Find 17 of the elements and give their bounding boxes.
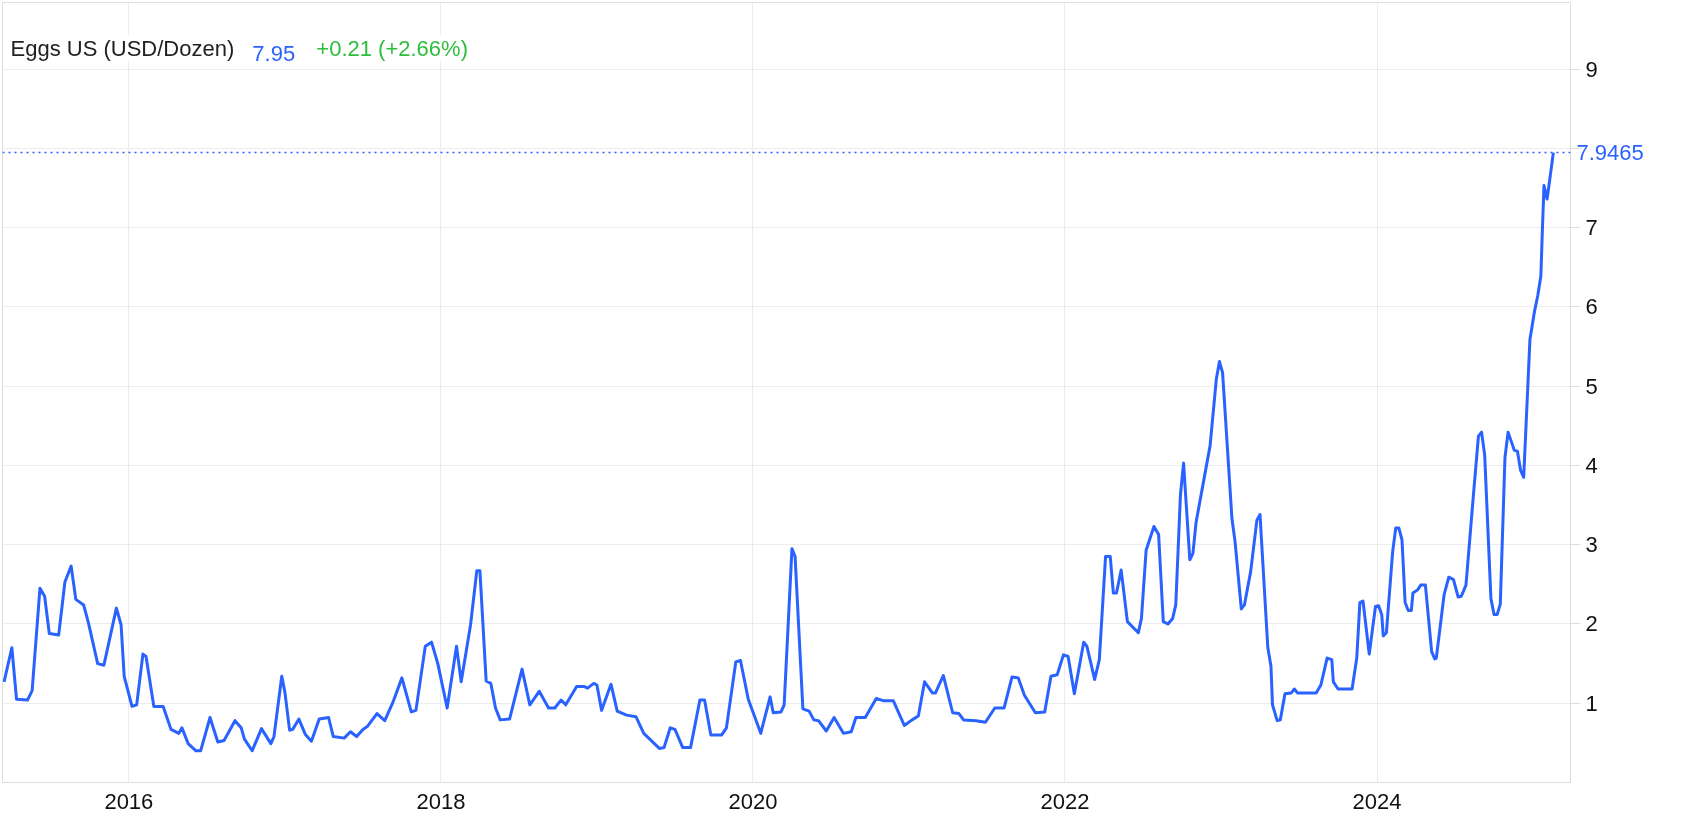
- y-tick-label: 4: [1585, 452, 1598, 478]
- ref-line-label: 7.9465: [1576, 140, 1644, 166]
- y-tick-label: 6: [1585, 294, 1598, 320]
- x-tick-label: 2022: [1040, 788, 1090, 814]
- y-tick-label: 9: [1585, 56, 1598, 82]
- x-tick-label: 2018: [416, 788, 466, 814]
- x-tick-label: 2024: [1352, 788, 1402, 814]
- y-tick-label: 2: [1585, 611, 1598, 637]
- x-tick-label: 2020: [728, 788, 778, 814]
- annotation: 7.95: [252, 40, 296, 66]
- text: Eggs US (USD/Dozen): [10, 35, 235, 61]
- y-tick-label: 5: [1585, 373, 1598, 399]
- x-tick-label: 2016: [104, 788, 154, 814]
- y-tick-label: 3: [1585, 532, 1598, 558]
- y-tick-label: 1: [1585, 690, 1598, 716]
- y-tick-label: 7: [1585, 215, 1598, 241]
- annotation: +0.21 (+2.66%): [316, 35, 468, 61]
